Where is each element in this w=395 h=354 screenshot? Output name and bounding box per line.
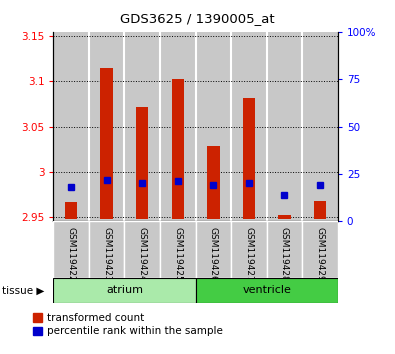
Bar (207, 147, 220, 219)
Bar (196, 32, 231, 221)
Bar (136, 107, 149, 219)
FancyBboxPatch shape (124, 221, 160, 278)
Text: GSM119423: GSM119423 (102, 227, 111, 282)
Bar (53, 32, 89, 221)
FancyBboxPatch shape (196, 221, 231, 278)
Bar (196, 278, 338, 303)
Bar (53, 278, 196, 303)
Bar (302, 32, 338, 221)
Text: GSM119427: GSM119427 (245, 227, 253, 282)
Text: ventricle: ventricle (242, 285, 291, 295)
FancyBboxPatch shape (267, 221, 302, 278)
Text: GSM119425: GSM119425 (173, 227, 182, 282)
Bar (267, 32, 302, 221)
Bar (100, 68, 113, 219)
FancyBboxPatch shape (53, 221, 89, 278)
FancyBboxPatch shape (160, 221, 196, 278)
Bar (65, 202, 77, 219)
FancyBboxPatch shape (231, 221, 267, 278)
Bar (243, 98, 255, 219)
Text: GSM119422: GSM119422 (67, 227, 75, 281)
Text: GSM119424: GSM119424 (138, 227, 147, 281)
Bar (314, 200, 326, 219)
FancyBboxPatch shape (89, 221, 124, 278)
Text: GSM119428: GSM119428 (280, 227, 289, 282)
Bar (124, 32, 160, 221)
Text: atrium: atrium (106, 285, 143, 295)
Bar (231, 32, 267, 221)
Bar (89, 32, 124, 221)
Legend: transformed count, percentile rank within the sample: transformed count, percentile rank withi… (33, 313, 223, 336)
Text: tissue ▶: tissue ▶ (2, 286, 44, 296)
Text: GSM119426: GSM119426 (209, 227, 218, 282)
Bar (160, 32, 196, 221)
Text: GDS3625 / 1390005_at: GDS3625 / 1390005_at (120, 12, 275, 25)
Bar (278, 215, 291, 219)
FancyBboxPatch shape (302, 221, 338, 278)
Bar (171, 79, 184, 219)
Text: GSM119429: GSM119429 (316, 227, 324, 282)
